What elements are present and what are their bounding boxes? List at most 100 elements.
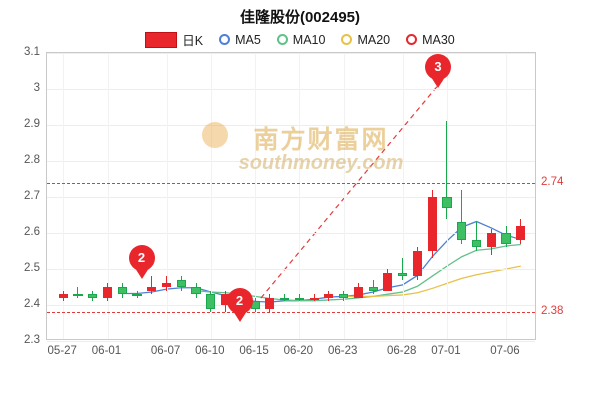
candle-body [132,294,142,297]
y-axis-tick-label: 2.6 [24,226,40,238]
gridline-y [47,161,535,162]
candle-body [280,297,290,300]
candle-body [412,251,423,277]
plot-area [46,52,536,342]
gridline-y [47,305,535,306]
gridline-y [47,125,535,126]
reference-line-label: 2.38 [541,305,564,318]
legend-item-MA30[interactable]: MA30 [406,33,455,47]
candle-body [58,294,68,298]
candle-body [427,197,437,251]
candle-wick [461,189,463,244]
candle-body [73,294,83,297]
legend-item-MA20[interactable]: MA20 [341,33,390,47]
candle-body [117,287,127,295]
candle-body [294,297,304,300]
x-axis-tick-label: 06-23 [327,345,358,357]
y-axis-tick-label: 3.1 [24,46,40,58]
legend-swatch-box [145,31,178,48]
candle-wick [313,294,315,302]
gridline-x [402,53,404,339]
gridline-x [107,53,109,339]
chart-legend: 日K MA5 MA10 MA20 MA30 [0,30,600,49]
y-axis-tick-label: 2.7 [24,190,40,202]
y-axis-tick-label: 2.8 [24,154,40,166]
legend-swatch-ring [276,34,288,45]
x-axis-tick-label: 06-01 [91,345,122,357]
candle-body [206,294,216,309]
gridline-y [47,53,535,54]
candle-body [88,294,98,298]
marker-label: 3 [425,53,451,80]
y-axis-tick-label: 3 [33,82,40,94]
candle-body [501,233,511,244]
candle-wick [402,258,404,280]
legend-swatch-ring [341,34,353,45]
candle-body [147,287,157,291]
legend-item-MA5[interactable]: MA5 [219,33,261,47]
reference-line [47,312,535,314]
chart-marker-pin[interactable]: 3 [425,53,451,88]
gridline-x [506,53,507,339]
x-axis-tick-label: 05-27 [47,345,77,357]
page-title: 佳隆股份(002495) [239,9,361,26]
candle-wick [446,121,448,219]
gridline-x [255,53,257,339]
legend-swatch-ring [406,34,418,45]
y-axis-tick-label: 2.5 [24,262,40,274]
candle-body [102,287,113,298]
candle-wick [166,276,168,291]
y-axis-tick-label: 2.3 [24,334,40,346]
candle-body [339,294,349,298]
candle-body [191,287,201,295]
x-axis-tick-label: 06-10 [195,345,225,357]
y-axis-tick-label: 2.9 [24,118,40,130]
marker-pointer-icon [431,76,445,88]
legend-item-MA10[interactable]: MA10 [276,32,326,47]
gridline-x [343,53,345,339]
gridline-y [47,197,535,198]
gridline-x [166,53,168,339]
chart-marker-pin[interactable]: 2 [226,287,253,322]
ma-line-MA20 [343,265,521,298]
candle-body [442,197,452,208]
candle-body [309,297,319,300]
reference-line [47,182,535,184]
marker-pointer-icon [134,267,149,279]
x-axis-tick-label: 06-20 [283,345,314,357]
candle-body [368,287,378,291]
x-axis-tick-label: 06-07 [150,345,181,357]
gridline-x [299,53,301,339]
candle-wick [151,276,153,295]
candle-body [471,240,482,248]
y-axis-tick-label: 2.4 [24,298,40,310]
candle-body [176,279,186,287]
gridline-x [446,53,448,339]
gridline-y [47,233,535,234]
reference-line-label: 2.74 [541,175,564,188]
candle-body [457,222,467,241]
x-axis-tick-label: 06-15 [239,345,269,357]
marker-pointer-icon [232,310,247,322]
candle-body [265,297,275,309]
candle-wick [475,222,477,251]
legend-label: MA20 [357,32,391,47]
x-axis-tick-label: 06-28 [386,345,417,357]
x-axis-tick-label: 07-01 [431,345,461,357]
gridline-y [47,89,535,90]
candle-wick [372,279,374,295]
gridline-x [210,53,212,339]
legend-swatch-ring [219,34,231,45]
marker-label: 2 [226,287,253,314]
candle-wick [284,294,286,302]
gridline-x [63,53,65,339]
legend-label: 日K [182,34,204,48]
candle-body [324,294,334,298]
chart-marker-pin[interactable]: 2 [128,244,155,279]
legend-label: MA30 [422,32,455,47]
legend-item-日K[interactable]: 日K [145,30,203,49]
legend-label: MA10 [292,32,326,47]
legend-label: MA5 [235,32,261,47]
candle-wick [298,294,300,302]
